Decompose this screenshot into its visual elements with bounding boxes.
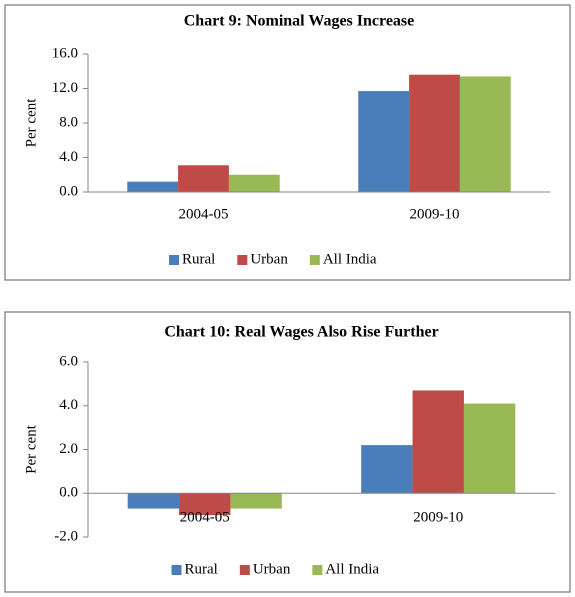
bar [361, 445, 413, 494]
y-tick-label: 0.0 [59, 183, 78, 199]
y-tick-label: 4.0 [59, 149, 78, 165]
bar [412, 390, 464, 494]
legend-swatch [312, 565, 323, 575]
bar [358, 91, 410, 192]
bar [178, 165, 229, 192]
chart-frame [4, 4, 571, 281]
y-axis-label: Per cent [23, 424, 39, 474]
legend-label: Urban [253, 561, 291, 577]
bar [409, 74, 460, 192]
bar [127, 181, 179, 192]
bar [228, 174, 280, 192]
y-axis-label: Per cent [23, 98, 39, 148]
legend-label: Urban [250, 251, 288, 267]
chart-frame [4, 311, 571, 593]
bar [463, 403, 516, 494]
chart-title: Chart 10: Real Wages Also Rise Further [164, 324, 438, 341]
bar [127, 493, 180, 509]
legend-swatch [239, 565, 250, 575]
y-tick-label: 6.0 [59, 353, 78, 369]
y-tick-label: 8.0 [59, 114, 78, 130]
legend-label: Rural [185, 561, 218, 577]
legend-label: Rural [182, 251, 215, 267]
y-tick-label: 12.0 [52, 80, 78, 96]
y-tick-label: 0.0 [59, 485, 78, 501]
x-tick-label: 2004-05 [180, 510, 230, 526]
x-tick-label: 2009-10 [413, 510, 463, 526]
legend-label: All India [325, 561, 379, 577]
legend-swatch [171, 565, 182, 575]
y-tick-label: 16.0 [52, 45, 78, 61]
bar [459, 76, 511, 192]
x-tick-label: 2009-10 [410, 206, 460, 222]
legend-swatch [169, 255, 179, 265]
bar [230, 493, 282, 509]
legend-swatch [237, 255, 248, 265]
legend-label: All India [323, 251, 377, 267]
y-tick-label: -2.0 [54, 528, 78, 544]
legend-swatch [309, 255, 320, 265]
x-tick-label: 2004-05 [179, 206, 229, 222]
y-tick-label: 4.0 [59, 397, 78, 413]
chart-title: Chart 9: Nominal Wages Increase [184, 13, 415, 30]
bar [179, 493, 231, 516]
y-tick-label: 2.0 [59, 441, 78, 457]
